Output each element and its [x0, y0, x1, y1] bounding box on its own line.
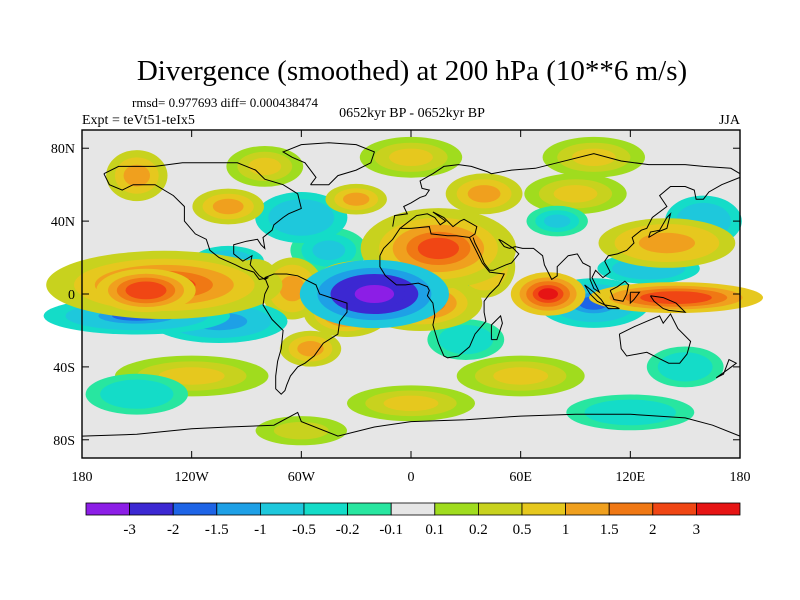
colorbar-label: -2 [167, 522, 180, 538]
colorbar-label: 3 [693, 522, 701, 538]
coastline-0 [103, 162, 302, 280]
field-contour-34-4 [417, 237, 459, 260]
x-tick-label: 120W [175, 470, 210, 485]
coastline-13 [648, 212, 672, 238]
field-contour-18-2 [281, 206, 321, 229]
chart-title: Divergence (smoothed) at 200 hPa (10**6 … [137, 55, 687, 87]
y-tick-label: 40S [53, 361, 75, 376]
coastline-1 [262, 273, 348, 395]
field-contour-13-2 [544, 214, 571, 228]
colorbar-label: -0.1 [379, 522, 403, 538]
colorbar-label: 0.5 [513, 522, 532, 538]
field-contour-37-4 [132, 284, 160, 297]
x-tick-label: 0 [408, 470, 415, 485]
coastline-5 [399, 211, 478, 238]
coastlines [81, 142, 741, 437]
colorbar-label: -0.5 [292, 522, 316, 538]
field-contour-20-2 [343, 192, 370, 206]
field-contour-9-2 [383, 395, 439, 411]
colorbar-swatch-8 [434, 502, 479, 516]
field-contour-36-4 [653, 293, 699, 302]
coastline-12 [618, 313, 692, 364]
colorbar-label: -1 [254, 522, 267, 538]
field-contour-3-2 [571, 148, 616, 166]
field-contour-5-2 [493, 367, 549, 385]
field-contour-19-2 [212, 198, 244, 215]
coastline-6 [472, 176, 741, 294]
coastline-3 [379, 226, 505, 359]
colorbar-swatch-14 [696, 502, 741, 516]
field-contour-8-2 [114, 385, 159, 403]
colorbar-swatch-3 [216, 502, 261, 516]
x-tick-label: 60W [288, 470, 316, 485]
colorbar-swatch-6 [347, 502, 392, 516]
colorbar-label: 1 [562, 522, 570, 538]
coastline-8 [604, 304, 620, 310]
x-tick-label: 120E [616, 470, 646, 485]
colorbar-swatch-0 [85, 502, 130, 516]
coastline-9 [609, 280, 630, 302]
colorbar-swatch-12 [608, 502, 654, 516]
divergence-field [43, 136, 763, 452]
colorbar-label: 0.2 [469, 522, 488, 538]
colorbar-swatch-9 [477, 502, 523, 516]
colorbar: -3 -2 -1.5 -1 -0.5 -0.2 -0.1 0.1 0.2 0.5 1 1.5 2 3 [85, 502, 741, 538]
field-contour-6-2 [449, 330, 483, 349]
field-contour-0-2 [273, 422, 329, 440]
axis-ticks: 180 120W 60W 0 60E 120E 180 80N 40N 0 40S 80S [51, 130, 751, 485]
colorbar-label: 0.1 [425, 522, 444, 538]
colorbar-swatch-11 [565, 502, 610, 516]
colorbar-label: -3 [123, 522, 136, 538]
colorbar-swatch-10 [521, 502, 566, 516]
x-tick-label: 180 [72, 470, 93, 485]
colorbar-label: 1.5 [600, 522, 619, 538]
colorbar-swatch-13 [652, 502, 697, 516]
coastline-2 [281, 142, 376, 186]
field-contour-4-2 [158, 367, 225, 385]
field-contour-2-2 [389, 148, 433, 166]
coastline-14 [490, 314, 503, 341]
field-contour-22-2 [123, 164, 150, 187]
colorbar-label: 2 [649, 522, 657, 538]
field-contour-38-4 [538, 288, 558, 300]
coastline-10 [629, 291, 641, 305]
x-tick-label: 60E [509, 470, 532, 485]
colorbar-swatch-7 [390, 502, 436, 516]
y-tick-label: 0 [68, 288, 75, 303]
field-contour-1-2 [248, 157, 282, 176]
field-contour-11-2 [312, 240, 346, 261]
stats-text: rmsd= 0.977693 diff= 0.000438474 [132, 95, 318, 110]
field-contour-7-2 [668, 358, 702, 376]
colorbar-swatch-2 [172, 502, 218, 516]
coastline-11 [649, 295, 687, 313]
x-tick-label: 180 [730, 470, 751, 485]
colorbar-swatch-5 [303, 502, 348, 516]
field-contour-39-4 [354, 285, 395, 303]
y-tick-label: 80S [53, 434, 75, 449]
field-contour-12-2 [553, 185, 598, 203]
field-contour-24-4 [284, 280, 301, 297]
colorbar-swatch-4 [259, 502, 305, 516]
period-text: 0652kyr BP - 0652kyr BP [339, 106, 485, 121]
coastline-4 [392, 153, 741, 227]
y-tick-label: 40N [51, 215, 75, 230]
field-contour-25-4 [648, 236, 686, 250]
field-contour-10-2 [602, 404, 658, 421]
coastline-16 [81, 411, 741, 437]
colorbar-label: -1.5 [205, 522, 229, 538]
field-contour-21-2 [467, 185, 501, 203]
y-tick-label: 80N [51, 142, 75, 157]
colorbar-label: -0.2 [336, 522, 360, 538]
coastline-15 [715, 358, 738, 379]
colorbar-swatch-1 [129, 502, 174, 516]
season-text: JJA [719, 113, 741, 128]
experiment-text: Expt = teVt51-teIx5 [82, 113, 195, 128]
map-area: 180 120W 60W 0 60E 120E 180 80N 40N 0 40S 80S [43, 129, 763, 485]
